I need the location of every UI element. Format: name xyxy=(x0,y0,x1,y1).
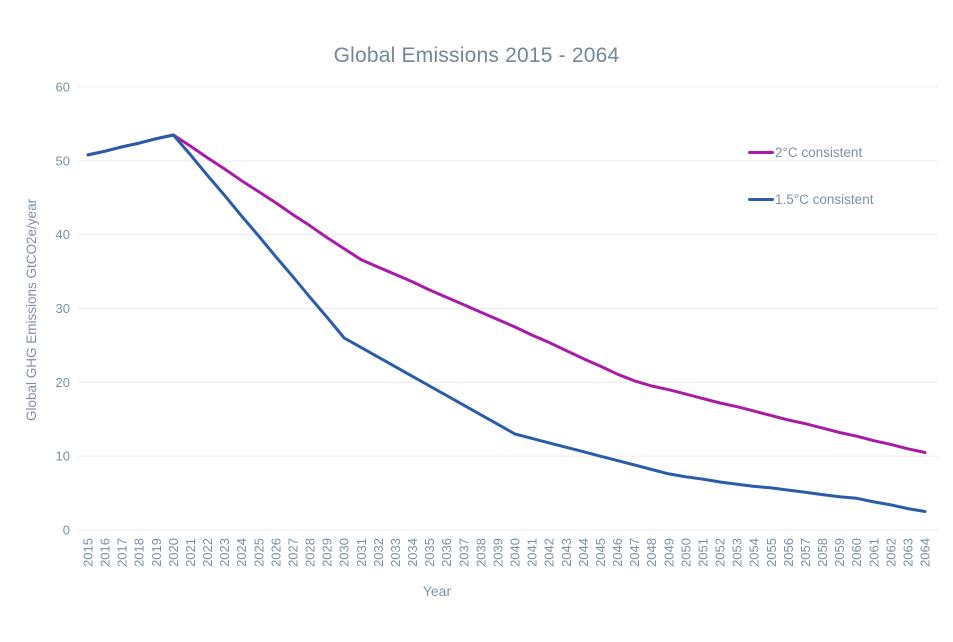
x-tick-label: 2050 xyxy=(678,538,693,567)
x-tick-label: 2028 xyxy=(303,538,318,567)
legend-item-2c: 2°C consistent xyxy=(748,143,873,161)
x-tick-label: 2032 xyxy=(371,538,386,567)
x-tick-label: 2055 xyxy=(764,538,779,567)
x-tick-label: 2018 xyxy=(132,538,147,567)
x-tick-label: 2019 xyxy=(149,538,164,567)
x-tick-label: 2017 xyxy=(115,538,130,567)
x-tick-label: 2056 xyxy=(781,538,796,567)
x-tick-label: 2048 xyxy=(644,538,659,567)
x-tick-label: 2029 xyxy=(320,538,335,567)
x-tick-label: 2020 xyxy=(166,538,181,567)
x-tick-label: 2016 xyxy=(98,538,113,567)
x-tick-label: 2035 xyxy=(422,538,437,567)
x-tick-label: 2061 xyxy=(866,538,881,567)
series-line-1-5c xyxy=(86,133,927,513)
legend-label-2c: 2°C consistent xyxy=(775,144,863,160)
x-tick-label: 2025 xyxy=(251,538,266,567)
x-tick-label: 2043 xyxy=(559,538,574,567)
x-tick-label: 2030 xyxy=(337,538,352,567)
series-line-2c xyxy=(86,133,927,454)
x-tick-label: 2041 xyxy=(525,538,540,567)
x-tick-label: 2051 xyxy=(695,538,710,567)
y-axis-title: Global GHG Emissions GtCO2e/year xyxy=(24,198,39,422)
x-tick-label: 2027 xyxy=(285,538,300,567)
x-tick-label: 2021 xyxy=(183,538,198,567)
y-tick-label: 60 xyxy=(56,80,70,95)
x-tick-label: 2049 xyxy=(661,538,676,567)
x-tick-label: 2042 xyxy=(542,538,557,567)
y-tick-label: 30 xyxy=(56,301,70,316)
x-tick-label: 2045 xyxy=(593,538,608,567)
x-tick-label: 2046 xyxy=(610,538,625,567)
x-tick-label: 2031 xyxy=(354,538,369,567)
x-tick-label: 2047 xyxy=(627,538,642,567)
x-tick-label: 2052 xyxy=(713,538,728,567)
x-tick-label: 2062 xyxy=(883,538,898,567)
legend-label-1-5c: 1.5°C consistent xyxy=(775,191,874,207)
x-tick-label: 2057 xyxy=(798,538,813,567)
x-axis-title: Year xyxy=(422,583,452,599)
x-tick-label: 2058 xyxy=(815,538,830,567)
x-tick-label: 2024 xyxy=(234,538,249,567)
legend-item-1-5c: 1.5°C consistent xyxy=(748,190,873,208)
x-tick-label: 2036 xyxy=(439,538,454,567)
chart-title: Global Emissions 2015 - 2064 xyxy=(333,44,620,67)
x-tick-label: 2015 xyxy=(81,538,96,567)
x-tick-label: 2038 xyxy=(473,538,488,567)
y-tick-label: 0 xyxy=(63,523,70,538)
x-tick-label: 2053 xyxy=(730,538,745,567)
x-tick-label: 2023 xyxy=(217,538,232,567)
legend-swatch-1-5c xyxy=(748,197,774,201)
x-tick-label: 2063 xyxy=(900,538,915,567)
y-tick-label: 40 xyxy=(56,227,70,242)
y-tick-label: 20 xyxy=(56,375,70,390)
x-tick-label: 2060 xyxy=(849,538,864,567)
x-tick-label: 2040 xyxy=(508,538,523,567)
y-tick-label: 50 xyxy=(56,153,70,168)
x-tick-label: 2059 xyxy=(832,538,847,567)
x-tick-label: 2033 xyxy=(388,538,403,567)
x-tick-label: 2026 xyxy=(268,538,283,567)
x-tick-label: 2022 xyxy=(200,538,215,567)
x-tick-label: 2054 xyxy=(747,538,762,567)
x-tick-label: 2064 xyxy=(918,538,933,567)
legend: 2°C consistent 1.5°C consistent xyxy=(748,143,873,208)
x-tick-label: 2039 xyxy=(490,538,505,567)
x-tick-label: 2034 xyxy=(405,538,420,567)
x-tick-label: 2044 xyxy=(576,538,591,567)
legend-swatch-2c xyxy=(748,150,774,154)
y-tick-label: 10 xyxy=(56,449,70,464)
x-tick-label: 2037 xyxy=(456,538,471,567)
